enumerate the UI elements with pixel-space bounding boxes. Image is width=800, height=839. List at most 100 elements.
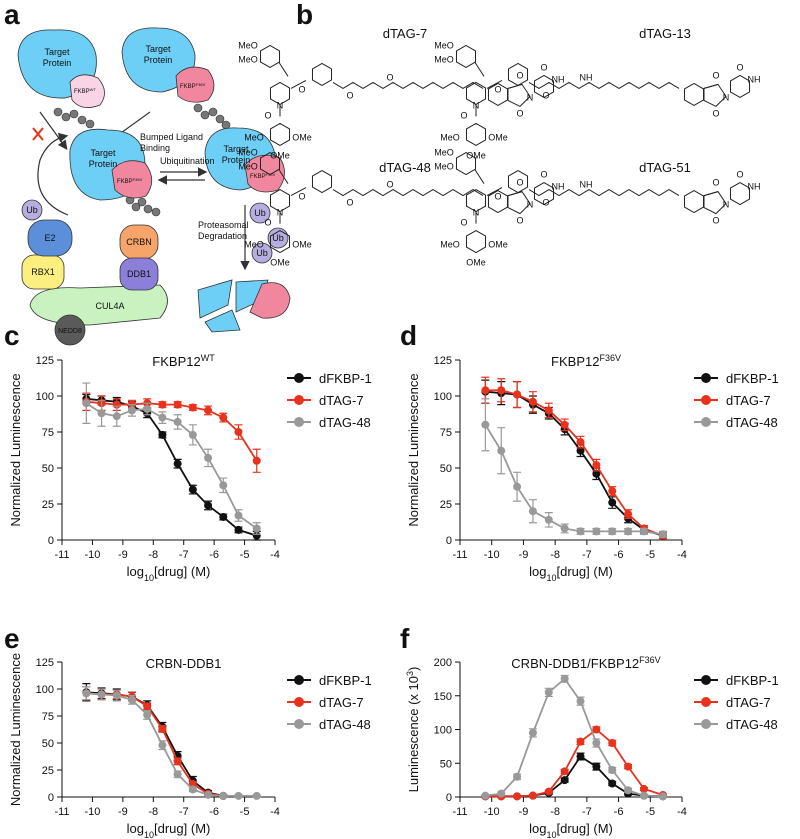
y-tick-label: 100: [36, 684, 54, 696]
x-tick-label: -8: [148, 806, 158, 818]
atom-label: O: [264, 110, 271, 120]
y-axis-label: Luminescence (x 10: [406, 676, 421, 792]
chart-title: CRBN-DDB1: [146, 656, 222, 671]
atom-label: O: [542, 90, 549, 100]
data-point: [544, 406, 553, 415]
atom-label: NH: [552, 74, 565, 84]
atom-label: N: [723, 92, 730, 102]
data-point: [219, 481, 228, 490]
legend-marker: [701, 675, 711, 685]
label: FKBPF36V: [117, 177, 143, 186]
x-tick-label: -6: [614, 806, 624, 818]
data-point: [592, 461, 601, 470]
x-tick-label: -5: [240, 806, 250, 818]
atom-label: MeO: [238, 162, 258, 172]
y-axis-label: Normalized Luminescence: [8, 653, 23, 806]
data-point: [204, 501, 213, 510]
x-tick-label: -11: [452, 549, 467, 561]
data-point: [158, 400, 167, 409]
y-tick-label: 25: [42, 499, 54, 511]
x-tick-label: -9: [519, 549, 529, 561]
fit-line: [86, 691, 224, 797]
x-tick-label: -11: [54, 806, 69, 818]
label: Ub: [26, 205, 38, 215]
atom-label: OMe: [488, 132, 508, 142]
x-tick-label: -9: [519, 806, 529, 818]
label: CRBN: [126, 237, 152, 247]
data-point: [544, 787, 553, 796]
atom-label: MeO: [434, 162, 454, 172]
atom-label: O: [736, 62, 743, 72]
x-axis-label: log: [127, 821, 144, 836]
fit-line: [485, 755, 664, 798]
data-point: [481, 386, 490, 395]
legend-label: dTAG-7: [726, 393, 771, 408]
chart-title: CRBN-DDB1/FKBP12: [511, 656, 639, 671]
atom-label: O: [460, 110, 467, 120]
legend-marker: [701, 719, 711, 729]
bond: [290, 79, 307, 89]
y-tick-label: 100: [434, 725, 452, 737]
label: Bumped Ligand: [140, 132, 203, 142]
data-point: [173, 459, 182, 468]
label: Degradation: [198, 231, 247, 241]
fit-line: [485, 390, 664, 537]
panel-label: b: [296, 0, 313, 30]
atom-label: O: [516, 108, 523, 118]
compound-name: dTAG-51: [639, 160, 691, 175]
data-point: [592, 725, 601, 734]
bond: [507, 170, 529, 194]
data-point: [112, 412, 121, 421]
atom-label: MeO: [244, 132, 264, 142]
x-tick-label: -7: [179, 549, 189, 561]
bond: [311, 170, 333, 194]
atom-label: OMe: [466, 150, 486, 160]
data-point: [204, 406, 213, 415]
compound-name: dTAG-7: [383, 26, 428, 41]
legend-marker: [701, 697, 711, 707]
data-point: [82, 689, 91, 698]
degradation-diagram: [17, 27, 291, 346]
atom-label: MeO: [238, 54, 258, 64]
legend-label: dFKBP-1: [319, 371, 372, 386]
label: Target: [223, 144, 249, 154]
x-tick-label: -9: [118, 806, 128, 818]
data-point: [158, 741, 167, 750]
data-point: [188, 403, 197, 412]
data-point: [544, 688, 553, 697]
x-tick-label: -10: [84, 806, 100, 818]
fit-line: [85, 402, 258, 530]
bond: [729, 182, 751, 206]
data-point: [608, 766, 617, 774]
atom-label: O: [298, 192, 305, 202]
atom-label: MeO: [238, 148, 258, 158]
label: Protein: [89, 159, 118, 169]
x-tick-label: -6: [614, 549, 624, 561]
x-tick-label: -7: [179, 806, 189, 818]
bond: [486, 187, 503, 197]
data-point: [481, 420, 490, 429]
y-axis-label: ): [406, 667, 421, 671]
fit-line: [86, 692, 224, 797]
data-point: [158, 413, 167, 422]
data-point: [560, 420, 569, 429]
data-point: [127, 695, 136, 704]
data-point: [658, 530, 667, 539]
chart-title: FKBP12F36V: [551, 353, 621, 369]
x-tick-label: -4: [270, 806, 280, 818]
chart-title: FKBP12: [551, 354, 599, 369]
legend-marker: [294, 719, 304, 729]
legend-marker: [294, 395, 304, 405]
y-axis-label: Normalized Luminescence: [8, 373, 23, 526]
label: Binding: [140, 143, 170, 153]
atom-label: NH: [580, 180, 593, 190]
legend-label: dFKBP-1: [319, 673, 372, 688]
x-tick-label: -6: [209, 549, 219, 561]
y-tick-label: 50: [42, 463, 54, 475]
chart-title-sup: F36V: [599, 353, 621, 363]
x-tick-label: -8: [550, 806, 560, 818]
panel-label: f: [400, 623, 410, 654]
